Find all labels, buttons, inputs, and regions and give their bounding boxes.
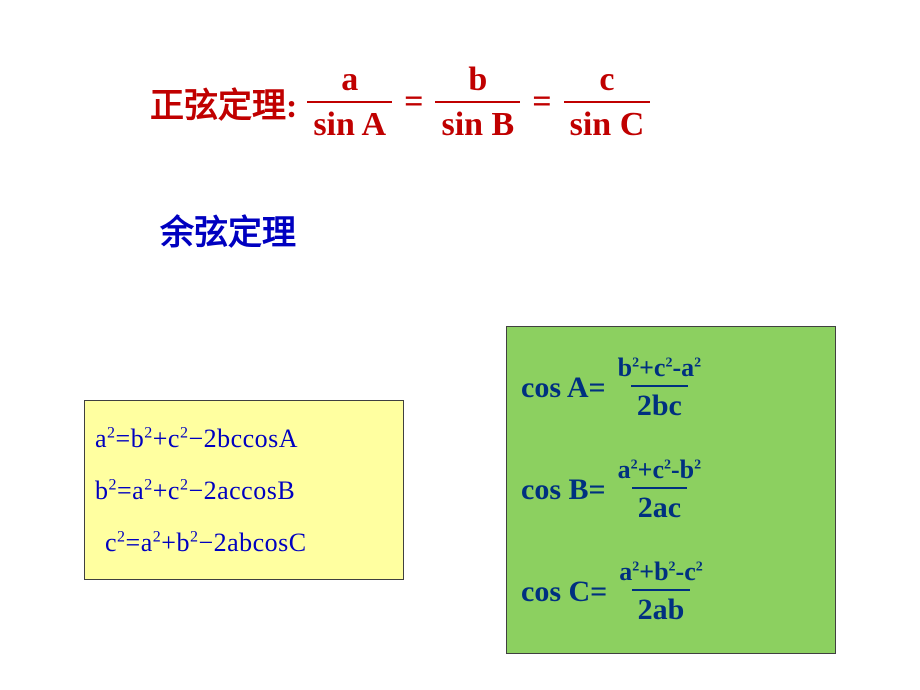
r1-c: c — [168, 424, 180, 453]
plus: + — [153, 476, 168, 505]
sq: 2 — [153, 528, 162, 545]
cosC: cos C= — [521, 575, 607, 609]
r3-a: a — [141, 528, 153, 557]
sq: 2 — [144, 424, 153, 441]
cosA-row: cos A= b2+c2-a2 2bc — [521, 354, 821, 422]
r2-a: a — [132, 476, 144, 505]
cosB-row: cos B= a2+c2-b2 2ac — [521, 456, 821, 524]
plus: + — [153, 424, 168, 453]
cosine-row-1: a2=b2+c2−2bccosA — [95, 424, 393, 454]
r2-c: c — [168, 476, 180, 505]
eq1: = — [404, 83, 423, 121]
cosC-num: a2+b2-c2 — [613, 558, 709, 589]
frac-c-sinC: c sin C — [564, 60, 651, 144]
cosB-den: 2ac — [632, 487, 687, 524]
cosA-num: b2+c2-a2 — [612, 354, 708, 385]
den-sinA: sin A — [307, 101, 392, 144]
cosA: cos A= — [521, 371, 606, 405]
eq2: = — [532, 83, 551, 121]
cosC-frac: a2+b2-c2 2ab — [613, 558, 709, 626]
sine-label: 正弦定理: — [150, 78, 297, 127]
num-a: a — [335, 60, 364, 101]
cosine-row-3: c2=a2+b2−2abcosC — [95, 528, 393, 558]
slide: 正弦定理: a sin A = b sin B = c sin C 余弦定理 a… — [0, 0, 920, 690]
sq: 2 — [117, 528, 126, 545]
eq: = — [126, 528, 141, 557]
r2-tail: −2accosB — [188, 476, 295, 505]
den-sinC: sin C — [564, 101, 651, 144]
r3-tail: −2abcosC — [198, 528, 306, 557]
r1-a: a — [95, 424, 107, 453]
eq: = — [116, 424, 131, 453]
den-sinB: sin B — [435, 101, 520, 144]
cosA-frac: b2+c2-a2 2bc — [612, 354, 708, 422]
sq: 2 — [109, 476, 118, 493]
sq: 2 — [107, 424, 116, 441]
sq: 2 — [144, 476, 153, 493]
cosC-den: 2ab — [632, 589, 691, 626]
r1-tail: −2bccosA — [188, 424, 298, 453]
r1-b: b — [131, 424, 145, 453]
cosB-frac: a2+c2-b2 2ac — [612, 456, 708, 524]
frac-b-sinB: b sin B — [435, 60, 520, 144]
num-b: b — [462, 60, 493, 101]
eq: = — [117, 476, 132, 505]
r3-c: c — [105, 528, 117, 557]
law-of-sines: 正弦定理: a sin A = b sin B = c sin C — [150, 60, 656, 144]
sine-equation: a sin A = b sin B = c sin C — [301, 60, 656, 144]
r2-b: b — [95, 476, 109, 505]
cosine-title: 余弦定理 — [160, 205, 296, 254]
cosine-angle-box: cos A= b2+c2-a2 2bc cos B= a2+c2-b2 2ac … — [506, 326, 836, 654]
cosB: cos B= — [521, 473, 606, 507]
cosine-row-2: b2=a2+c2−2accosB — [95, 476, 393, 506]
r3-b: b — [176, 528, 190, 557]
cosA-den: 2bc — [631, 385, 688, 422]
cosB-num: a2+c2-b2 — [612, 456, 708, 487]
cosine-law-box: a2=b2+c2−2bccosA b2=a2+c2−2accosB c2=a2+… — [84, 400, 404, 580]
cosC-row: cos C= a2+b2-c2 2ab — [521, 558, 821, 626]
frac-a-sinA: a sin A — [307, 60, 392, 144]
plus: + — [161, 528, 176, 557]
num-c: c — [593, 60, 620, 101]
